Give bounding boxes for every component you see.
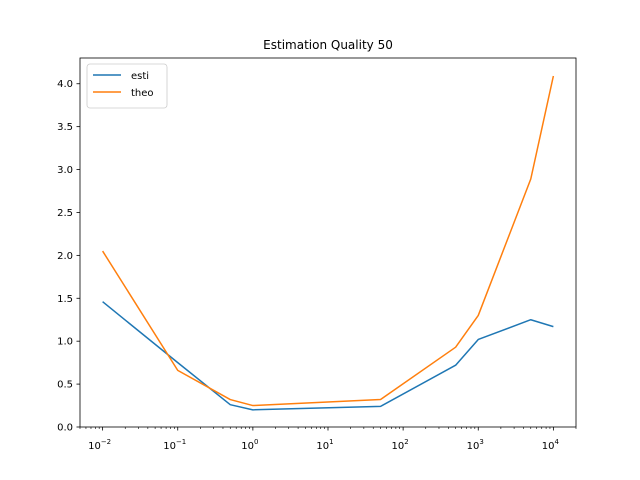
y-tick-label: 3.5	[57, 122, 73, 133]
x-axis: 10−2 10−1 100 101 102 103 104	[79, 427, 577, 452]
legend-box	[86, 63, 168, 109]
legend: esti theo	[86, 63, 168, 109]
y-tick-label: 3.0	[57, 165, 73, 176]
series-line-esti	[102, 301, 554, 411]
x-tick-label: 104	[542, 438, 560, 452]
x-tick-label: 10−2	[88, 438, 111, 452]
series-layer	[101, 75, 555, 411]
series-line-theo	[101, 75, 555, 407]
y-tick-label: 0.5	[57, 380, 73, 391]
x-tick-label: 103	[467, 438, 484, 452]
y-axis: 0.0 0.5 1.0 1.5 2.0 2.5 3.0 3.5 4.0	[57, 79, 80, 434]
y-tick-label: 4.0	[57, 79, 73, 90]
y-tick-label: 1.5	[57, 294, 73, 305]
x-tick-label: 100	[241, 438, 258, 452]
y-tick-label: 2.5	[57, 208, 73, 219]
legend-label-esti: esti	[131, 71, 149, 82]
x-tick-label: 101	[316, 438, 333, 452]
legend-label-theo: theo	[131, 88, 154, 99]
y-tick-label: 0.0	[57, 423, 73, 434]
chart-title: Estimation Quality 50	[263, 38, 393, 52]
x-tick-label: 102	[392, 438, 409, 452]
x-tick-label: 10−1	[163, 438, 186, 452]
y-tick-label: 2.0	[57, 251, 73, 262]
y-tick-label: 1.0	[57, 337, 73, 348]
